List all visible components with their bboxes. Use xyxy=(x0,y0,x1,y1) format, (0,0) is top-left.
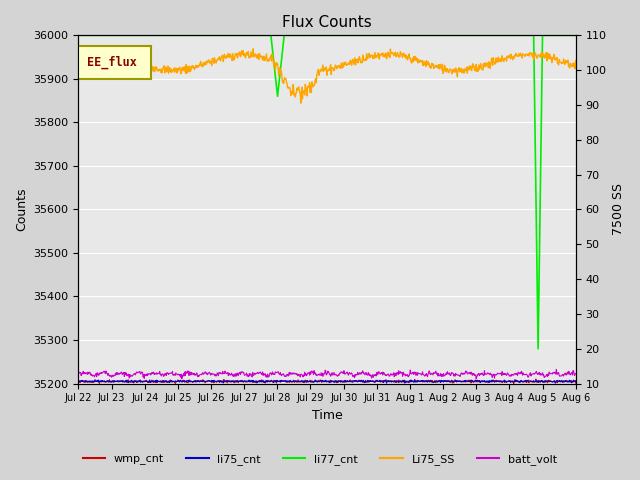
Title: Flux Counts: Flux Counts xyxy=(282,15,372,30)
Legend: wmp_cnt, li75_cnt, li77_cnt, Li75_SS, batt_volt: wmp_cnt, li75_cnt, li77_cnt, Li75_SS, ba… xyxy=(78,450,562,469)
Y-axis label: Counts: Counts xyxy=(15,188,28,231)
Y-axis label: 7500 SS: 7500 SS xyxy=(612,183,625,235)
X-axis label: Time: Time xyxy=(312,409,342,422)
Text: EE_flux: EE_flux xyxy=(87,56,137,69)
FancyBboxPatch shape xyxy=(76,46,150,79)
